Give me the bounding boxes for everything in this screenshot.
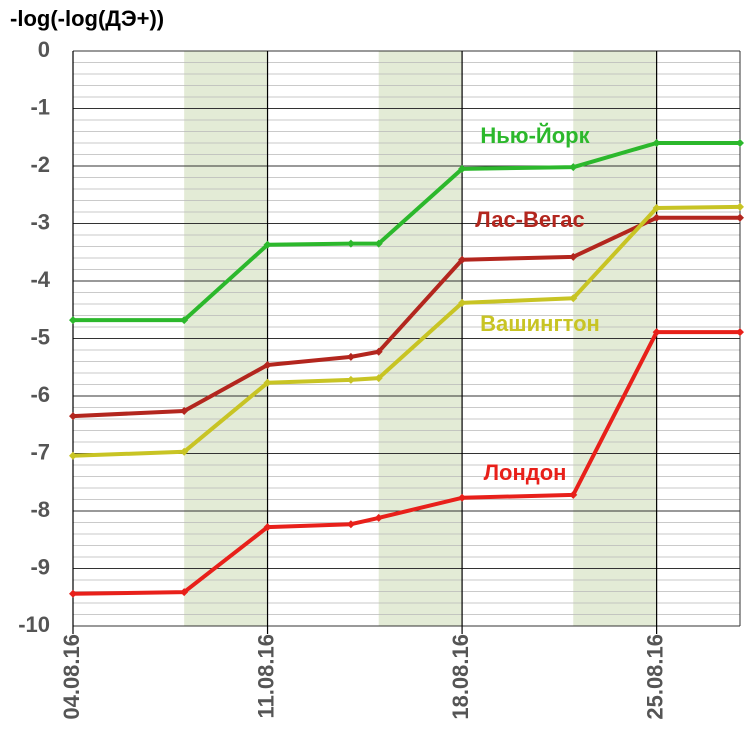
point	[458, 255, 467, 264]
x-tick-label: 25.08.16	[642, 634, 667, 720]
point	[458, 298, 467, 307]
point	[69, 451, 77, 460]
x-tick-label: 04.08.16	[59, 634, 84, 720]
y-tick-label: -3	[30, 209, 50, 234]
point	[263, 523, 272, 532]
y-tick-label: -2	[30, 152, 50, 177]
point	[736, 213, 744, 222]
point	[652, 328, 661, 337]
point	[736, 328, 744, 337]
point	[180, 316, 189, 325]
x-tick-label: 11.08.16	[253, 634, 278, 718]
point	[736, 202, 744, 211]
point	[180, 447, 189, 456]
x-tick-label: 18.08.16	[448, 634, 473, 720]
y-tick-label: -10	[18, 612, 50, 637]
point	[69, 412, 77, 421]
point	[569, 490, 578, 499]
y-tick-label: -7	[30, 439, 50, 464]
point	[569, 163, 578, 172]
point	[736, 139, 744, 147]
y-tick-label: -1	[30, 94, 50, 119]
point	[263, 240, 272, 249]
point	[346, 375, 355, 384]
point	[180, 406, 189, 415]
point	[652, 139, 661, 147]
point	[652, 213, 661, 222]
point	[374, 374, 383, 383]
point	[569, 252, 578, 261]
point	[346, 239, 355, 248]
point	[346, 520, 355, 529]
point	[180, 588, 189, 597]
chart-title: -log(-log(ДЭ+))	[10, 6, 164, 31]
y-tick-label: -4	[30, 267, 50, 292]
point	[346, 352, 355, 361]
point	[652, 203, 661, 212]
point	[374, 239, 383, 248]
y-tick-label: -5	[30, 324, 50, 349]
y-tick-label: 0	[38, 37, 50, 62]
legend-label: Лондон	[484, 460, 567, 485]
point	[569, 294, 578, 303]
point	[69, 316, 77, 325]
point	[458, 493, 467, 502]
point	[458, 164, 467, 173]
point	[374, 347, 383, 356]
point	[69, 589, 77, 598]
legend-label: Лас-Вегас	[475, 207, 585, 232]
point	[263, 360, 272, 369]
y-tick-label: -9	[30, 554, 50, 579]
y-tick-label: -6	[30, 382, 50, 407]
y-tick-label: -8	[30, 497, 50, 522]
point	[374, 513, 383, 522]
legend-label: Нью-Йорк	[480, 123, 590, 148]
legend-label: Вашингтон	[480, 311, 600, 336]
point	[263, 378, 272, 387]
